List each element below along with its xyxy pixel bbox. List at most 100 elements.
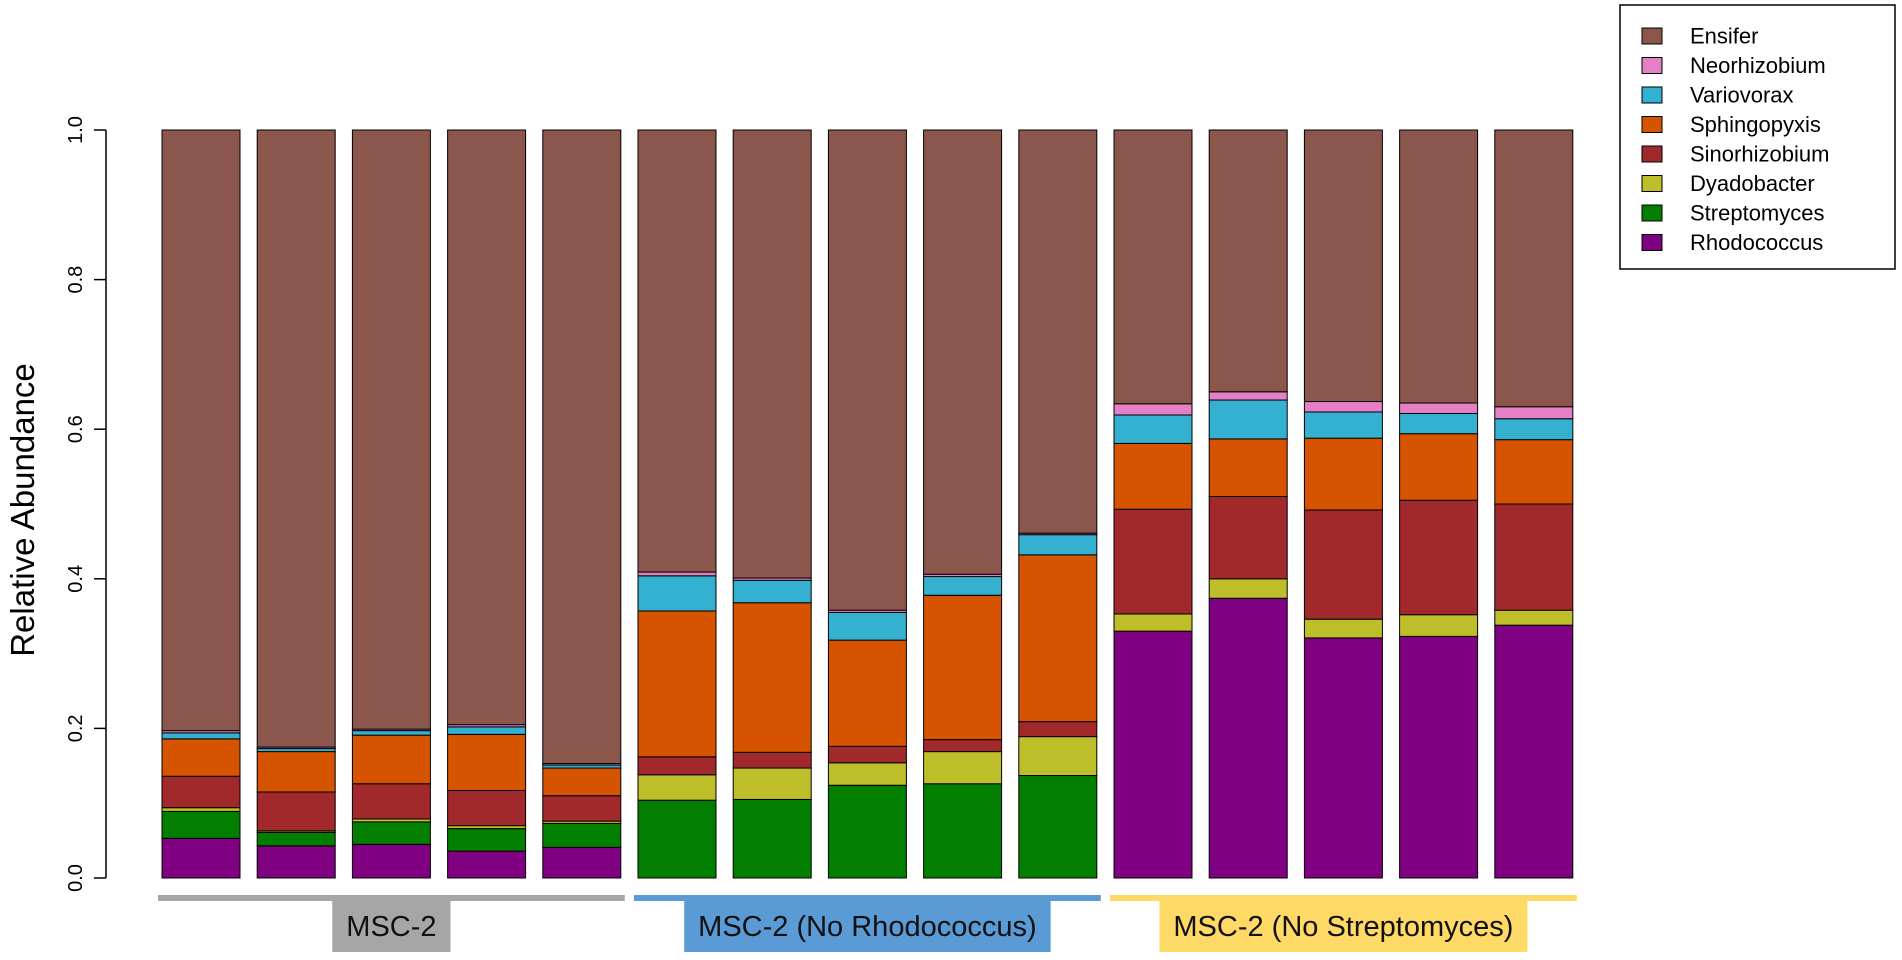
bar-segment-streptomyces bbox=[351, 821, 431, 845]
bar-segment-streptomyces bbox=[637, 799, 717, 879]
bar-segment-ensifer bbox=[542, 129, 622, 765]
bar-segment-sphingopyxis bbox=[1018, 554, 1098, 723]
bar-segment-rhodococcus bbox=[447, 850, 527, 879]
bar-segment-sinorhizobium bbox=[1113, 508, 1193, 615]
bar-segment-ensifer bbox=[923, 129, 1003, 575]
bar-stack bbox=[1399, 129, 1479, 879]
bar-stack bbox=[1494, 129, 1574, 879]
bar-segment-rhodococcus bbox=[1303, 637, 1383, 879]
bar-segment-sphingopyxis bbox=[351, 734, 431, 785]
legend-label: Sphingopyxis bbox=[1690, 112, 1821, 137]
legend-swatch bbox=[1641, 27, 1663, 45]
bar-segment-streptomyces bbox=[732, 798, 812, 879]
bar-segment-sinorhizobium bbox=[732, 751, 812, 769]
bar-segment-rhodococcus bbox=[351, 843, 431, 879]
y-tick-label: 0.4 bbox=[65, 565, 87, 593]
bar-segment-ensifer bbox=[1303, 129, 1383, 403]
bar-segment-sinorhizobium bbox=[637, 756, 717, 776]
bar-stack bbox=[161, 129, 241, 879]
bar-segment-dyadobacter bbox=[1208, 578, 1288, 599]
group-bracket bbox=[158, 895, 625, 901]
bar-segment-sphingopyxis bbox=[1113, 442, 1193, 510]
bar-segment-sinorhizobium bbox=[1399, 499, 1479, 616]
bar-segment-sphingopyxis bbox=[1208, 438, 1288, 498]
bar-stack bbox=[1303, 129, 1383, 879]
legend-swatch bbox=[1641, 204, 1663, 222]
bar-segment-sphingopyxis bbox=[1494, 439, 1574, 505]
bar-segment-sinorhizobium bbox=[161, 775, 241, 809]
bar-segment-rhodococcus bbox=[1208, 597, 1288, 879]
legend-swatch bbox=[1641, 175, 1663, 192]
bar-segment-sphingopyxis bbox=[542, 767, 622, 797]
bar-stack bbox=[827, 129, 907, 879]
bar-segment-sphingopyxis bbox=[1303, 437, 1383, 511]
group-labels-layer: MSC-2 MSC-2 (No Rhodococcus) MSC-2 (No Str… bbox=[158, 895, 1577, 952]
bar-segment-variovorax bbox=[447, 726, 527, 735]
group-label: MSC-2 (No Streptomyces) bbox=[1173, 911, 1513, 943]
bar-segment-sinorhizobium bbox=[1208, 496, 1288, 580]
bar-segment-ensifer bbox=[351, 129, 431, 730]
bar-segment-dyadobacter bbox=[1303, 618, 1383, 639]
bar-stack bbox=[1018, 129, 1098, 879]
bar-segment-streptomyces bbox=[256, 831, 336, 847]
group-label-box bbox=[332, 900, 451, 952]
bar-segment-ensifer bbox=[1399, 129, 1479, 404]
group-bracket bbox=[1110, 895, 1577, 901]
bar-segment-sphingopyxis bbox=[161, 738, 241, 777]
bar-segment-dyadobacter bbox=[923, 751, 1003, 785]
bar-segment-variovorax bbox=[732, 579, 812, 604]
y-tick-label: 0.2 bbox=[65, 714, 87, 742]
y-tick-label: 0.8 bbox=[65, 266, 87, 294]
bar-segment-variovorax bbox=[827, 611, 907, 641]
y-axis: 0.0 0.2 0.4 0.6 0.8 1.0 bbox=[65, 116, 107, 892]
bar-segment-streptomyces bbox=[161, 810, 241, 839]
bar-segment-dyadobacter bbox=[827, 762, 907, 786]
bar-segment-ensifer bbox=[256, 129, 336, 748]
group-label-box bbox=[684, 900, 1051, 952]
bar-segment-sinorhizobium bbox=[351, 783, 431, 820]
bar-segment-ensifer bbox=[1208, 129, 1288, 393]
bar-segment-dyadobacter bbox=[637, 774, 717, 801]
bar-segment-rhodococcus bbox=[1399, 635, 1479, 879]
y-axis-label: Relative Abundance bbox=[4, 363, 41, 657]
bar-segment-variovorax bbox=[351, 730, 431, 736]
group-bracket bbox=[634, 895, 1101, 901]
bar-segment-sinorhizobium bbox=[1018, 721, 1098, 738]
bar-segment-rhodococcus bbox=[1113, 630, 1193, 879]
bar-segment-rhodococcus bbox=[542, 846, 622, 879]
bar-segment-dyadobacter bbox=[1018, 736, 1098, 777]
bar-segment-neorhizobium bbox=[1113, 403, 1193, 416]
legend-label: Dyadobacter bbox=[1690, 171, 1815, 196]
group-label-box bbox=[1159, 900, 1528, 952]
bar-segment-sphingopyxis bbox=[827, 639, 907, 747]
group-label: MSC-2 (No Rhodococcus) bbox=[698, 911, 1036, 943]
bar-segment-streptomyces bbox=[447, 828, 527, 852]
legend-label: Rhodococcus bbox=[1690, 230, 1823, 255]
bar-segment-sinorhizobium bbox=[447, 789, 527, 827]
bar-segment-neorhizobium bbox=[1399, 402, 1479, 414]
bar-segment-neorhizobium bbox=[637, 571, 717, 577]
bar-segment-ensifer bbox=[827, 129, 907, 611]
bar-segment-neorhizobium bbox=[1208, 391, 1288, 401]
legend-swatch bbox=[1641, 57, 1663, 74]
bar-segment-dyadobacter bbox=[732, 767, 812, 800]
bar-segment-variovorax bbox=[161, 732, 241, 740]
bar-segment-dyadobacter bbox=[1113, 613, 1193, 632]
legend-box bbox=[1619, 4, 1896, 270]
bar-segment-sinorhizobium bbox=[827, 745, 907, 764]
bar-segment-rhodococcus bbox=[256, 845, 336, 879]
bar-segment-rhodococcus bbox=[161, 837, 241, 879]
bar-segment-sphingopyxis bbox=[637, 610, 717, 758]
legend-swatch bbox=[1641, 116, 1663, 133]
bar-stack bbox=[923, 129, 1003, 879]
bar-segment-variovorax bbox=[1018, 534, 1098, 556]
bar-segment-dyadobacter bbox=[1399, 614, 1479, 637]
bar-segment-streptomyces bbox=[827, 784, 907, 879]
legend-label: Sinorhizobium bbox=[1690, 142, 1829, 167]
y-tick-label: 0.0 bbox=[65, 864, 87, 892]
bar-stack bbox=[256, 129, 336, 879]
legend-label: Variovorax bbox=[1690, 83, 1794, 108]
bar-stack bbox=[447, 129, 527, 879]
bar-segment-ensifer bbox=[732, 129, 812, 579]
